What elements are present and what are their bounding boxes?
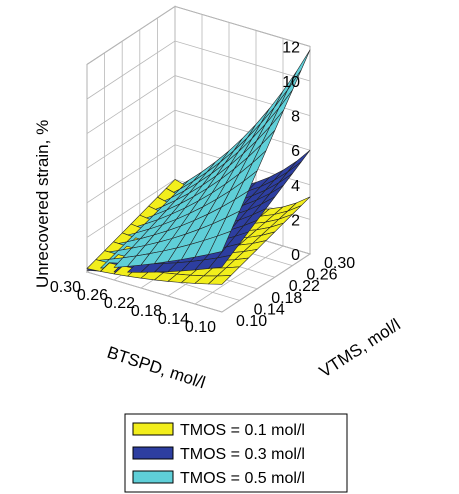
z-tick-label: 2	[291, 212, 300, 229]
z-tick-label: 4	[291, 178, 300, 195]
x-tick-label: 0.18	[131, 303, 162, 320]
y-tick-label: 0.26	[306, 267, 337, 284]
z-axis-label: Unrecovered strain, %	[33, 120, 52, 288]
legend-label-tmos-0-5: TMOS = 0.5 mol/l	[180, 470, 305, 487]
x-axis-label: BTSPD, mol/l	[105, 343, 208, 393]
y-tick-label: 0.18	[271, 290, 302, 307]
tick-labels-layer: 0246810120.100.140.180.220.260.300.100.1…	[50, 39, 355, 336]
legend-swatch-tmos-0-5	[132, 470, 174, 484]
legend: TMOS = 0.1 mol/l TMOS = 0.3 mol/l TMOS =…	[124, 413, 348, 493]
surface-patch-series-1	[208, 255, 232, 269]
legend-swatch-tmos-0-3	[132, 446, 174, 460]
legend-label-tmos-0-1: TMOS = 0.1 mol/l	[180, 422, 305, 439]
x-tick-label: 0.14	[158, 311, 189, 328]
y-tick-label: 0.22	[289, 278, 320, 295]
y-axis-label: VTMS, mol/l	[316, 315, 404, 381]
surface-patch-series-2	[208, 231, 232, 255]
x-tick-label: 0.30	[50, 279, 81, 296]
y-tick-label: 0.10	[236, 313, 267, 330]
z-tick-label: 6	[291, 143, 300, 160]
z-tick-label: 8	[291, 109, 300, 126]
legend-swatch-tmos-0-1	[132, 422, 174, 436]
x-tick-label: 0.26	[77, 287, 108, 304]
z-tick-label: 10	[282, 74, 300, 91]
z-tick-label: 12	[282, 39, 300, 56]
x-tick-label: 0.22	[104, 295, 135, 312]
x-tick-label: 0.10	[185, 319, 216, 336]
legend-label-tmos-0-3: TMOS = 0.3 mol/l	[180, 446, 305, 463]
surfaces-layer	[86, 49, 311, 285]
z-tick-label: 0	[291, 247, 300, 264]
surface-patch-series-0	[208, 275, 232, 285]
y-tick-label: 0.14	[254, 301, 285, 318]
y-tick-label: 0.30	[324, 255, 355, 272]
